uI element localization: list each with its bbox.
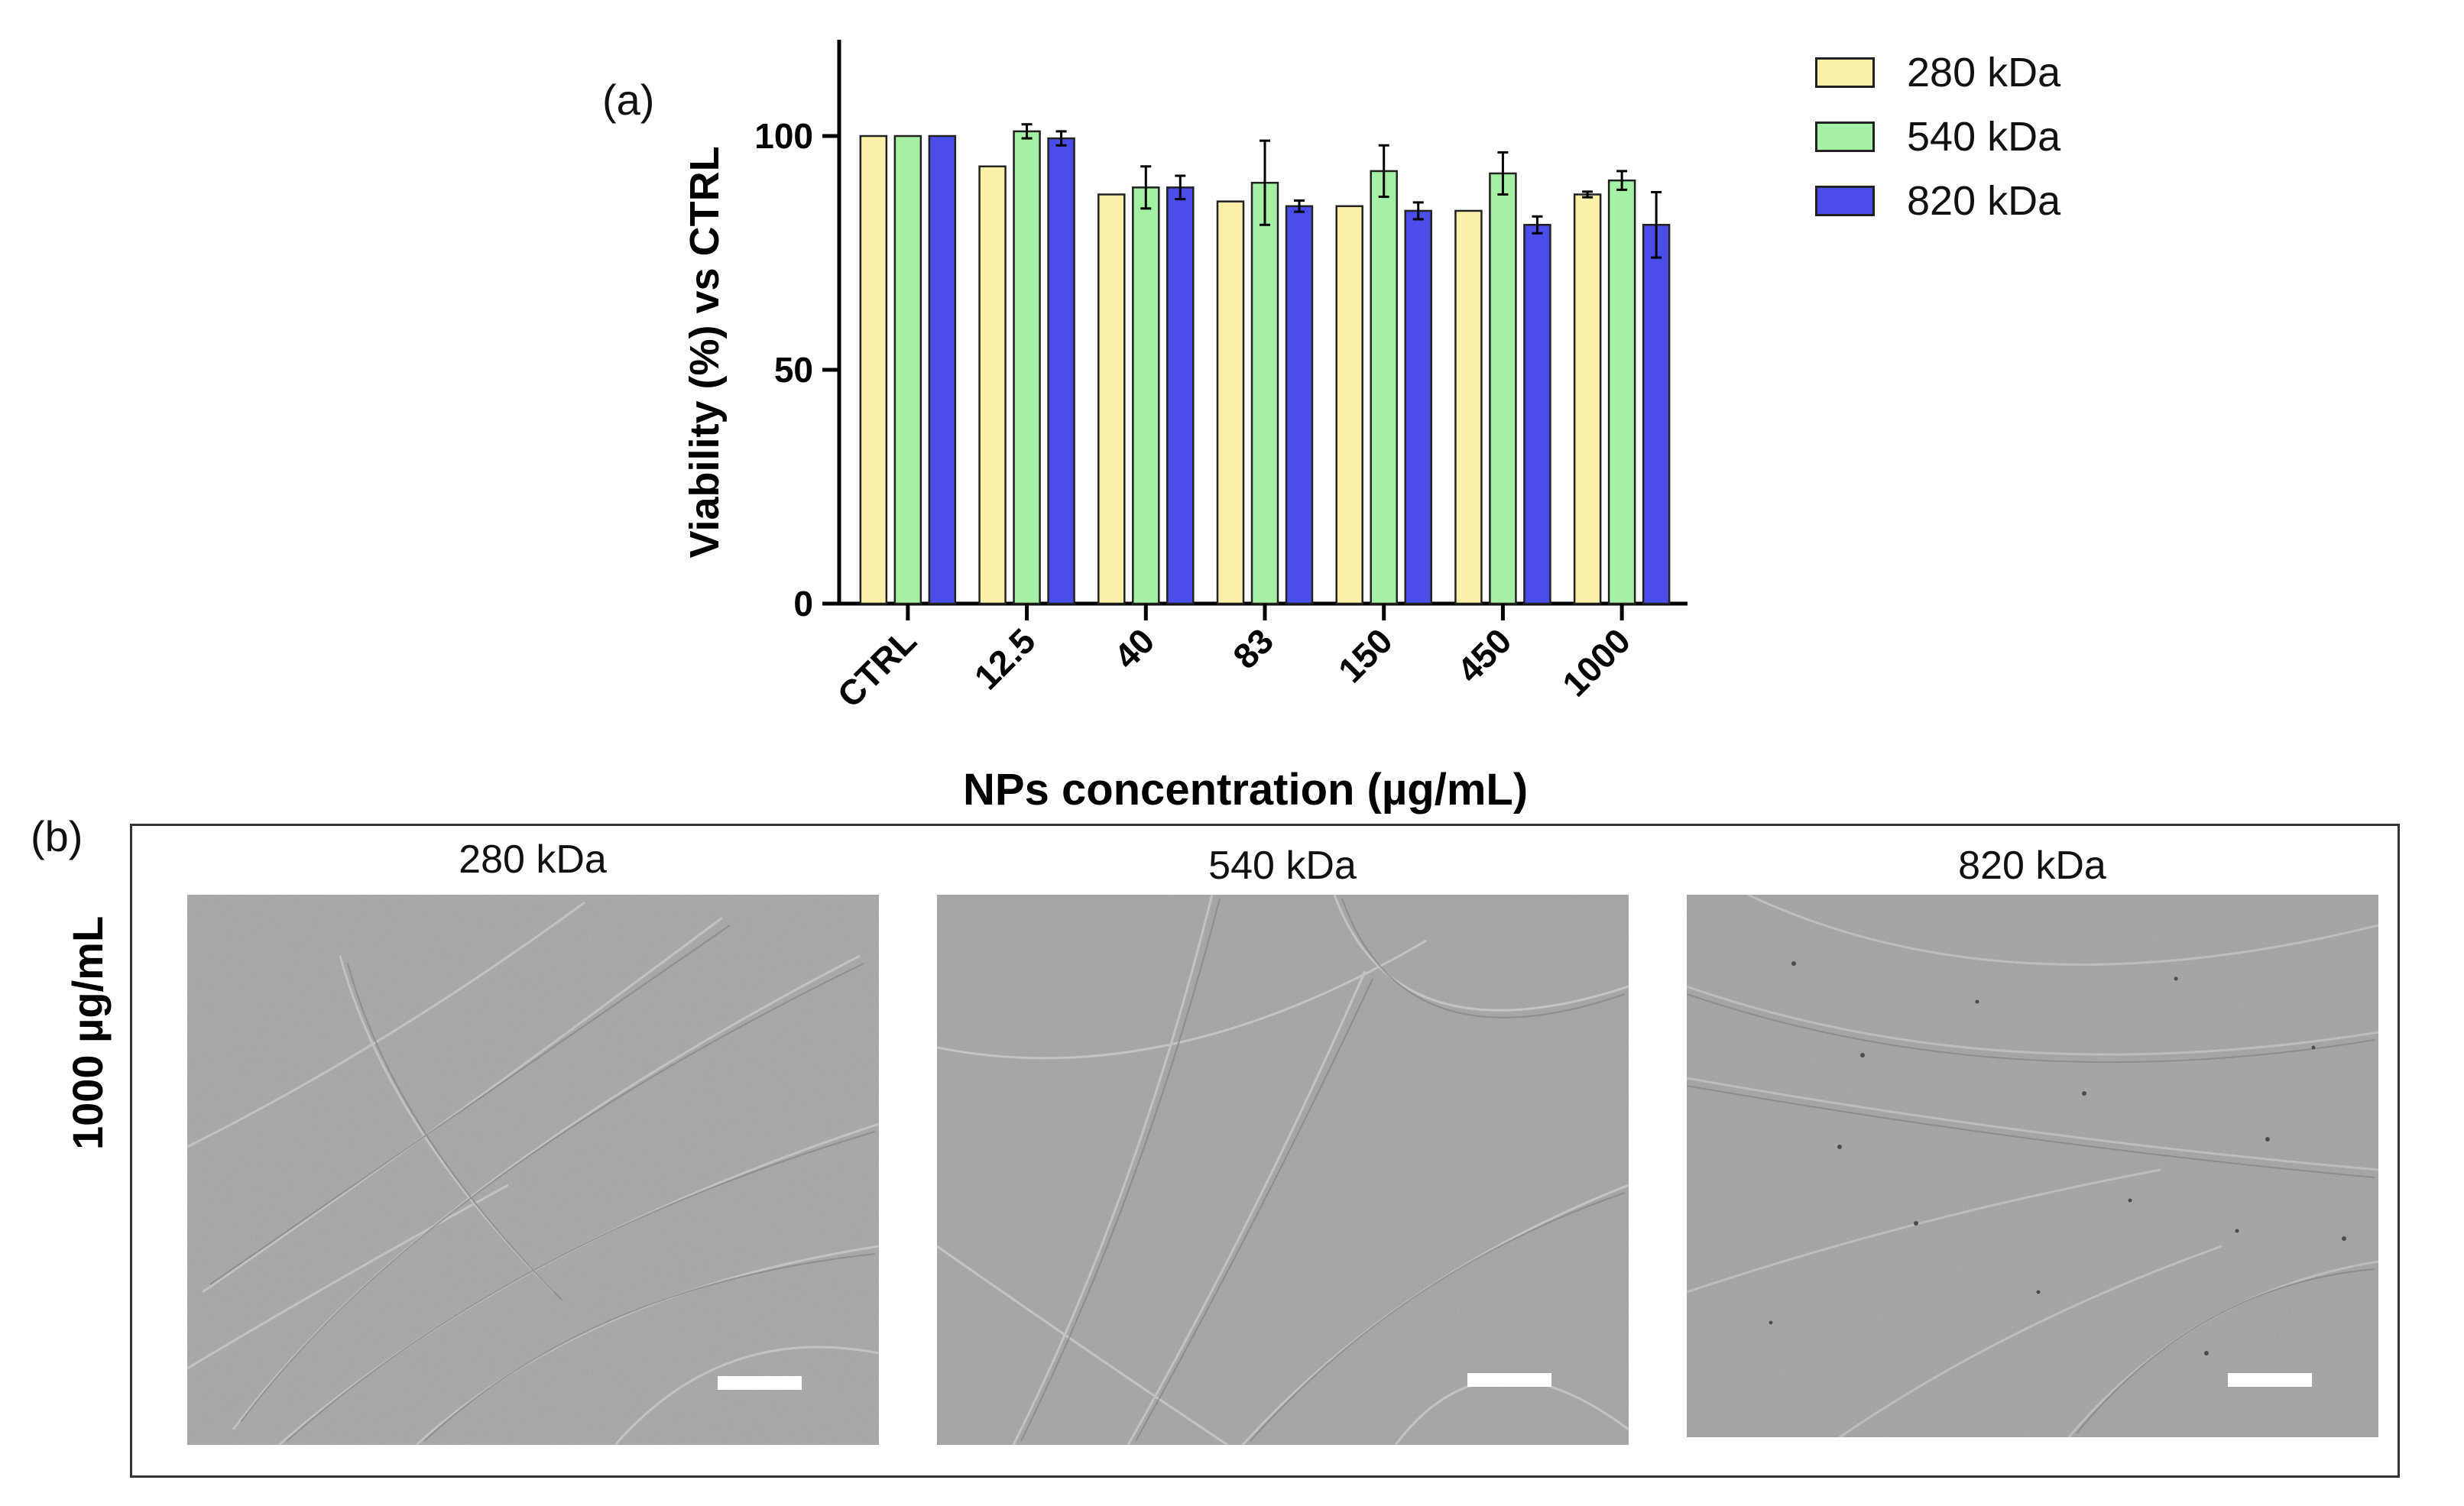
x-tick-label: CTRL (829, 620, 923, 714)
bar-280kda-83 (1216, 200, 1245, 605)
bar-540kda-83 (1250, 181, 1279, 605)
x-tick-label: 450 (1449, 620, 1519, 690)
micrograph-frame: 280 kDa 540 kDa 820 kDa (130, 824, 2400, 1478)
legend-label-280: 280 kDa (1907, 50, 2061, 96)
legend-swatch-540 (1815, 121, 1875, 152)
bar-540kda-CTRL (893, 134, 922, 605)
x-tick-label: 12.5 (967, 620, 1043, 697)
bar-540kda-40 (1132, 186, 1160, 605)
viability-bar-chart: 0 50 100 Viability (%) vs CTRL CTRL 12.5 40 83 1… (682, 40, 1688, 715)
bar-280kda-CTRL (859, 134, 888, 605)
bar-280kda-12.5 (978, 165, 1007, 605)
scale-bar-540 (1467, 1373, 1551, 1387)
scale-bar-280 (718, 1376, 802, 1390)
bar-280kda-450 (1454, 209, 1483, 605)
x-axis-title: NPs concentration (µg/mL) (963, 765, 1529, 815)
bar-820kda-CTRL (928, 134, 957, 605)
legend-item-280: 280 kDa (1815, 49, 2060, 96)
bar-280kda-40 (1097, 193, 1126, 605)
legend-swatch-820 (1815, 186, 1875, 216)
micrograph-540-kda (937, 895, 1629, 1445)
bar-820kda-450 (1523, 224, 1551, 605)
x-tick-label: 150 (1331, 620, 1400, 690)
micrograph-280-kda (187, 895, 879, 1445)
bar-820kda-1000 (1642, 224, 1671, 605)
y-tick-label: 50 (774, 350, 813, 390)
legend-label-540: 540 kDa (1907, 114, 2061, 160)
scale-bar-820 (2228, 1373, 2312, 1387)
legend-item-540: 540 kDa (1815, 113, 2060, 160)
legend-label-820: 820 kDa (1907, 178, 2061, 224)
bar-280kda-150 (1335, 205, 1363, 605)
x-tick-label: 1000 (1555, 620, 1638, 704)
bar-280kda-1000 (1573, 193, 1602, 605)
bar-540kda-1000 (1607, 179, 1636, 605)
panel-label-a: (a) (602, 76, 655, 124)
x-tick-label: 40 (1106, 620, 1162, 676)
x-tick-label: 83 (1225, 620, 1281, 676)
micrograph-title-280: 280 kDa (459, 837, 607, 882)
bar-540kda-150 (1370, 170, 1398, 605)
micrograph-820-kda (1687, 895, 2378, 1437)
micrograph-title-820: 820 kDa (1958, 844, 2106, 888)
y-tick-label: 0 (793, 584, 813, 623)
y-axis-title: Viability (%) vs CTRL (682, 146, 728, 558)
bar-540kda-12.5 (1013, 130, 1041, 605)
bar-820kda-12.5 (1047, 137, 1075, 605)
micrograph-row-label: 1000 µg/mL (63, 915, 112, 1150)
y-tick-label: 100 (754, 116, 813, 156)
legend-swatch-280 (1815, 57, 1875, 88)
panel-label-b: (b) (31, 812, 83, 860)
bar-820kda-40 (1166, 186, 1195, 605)
bar-820kda-83 (1285, 205, 1314, 605)
legend-item-820: 820 kDa (1815, 177, 2060, 225)
bar-540kda-450 (1489, 172, 1517, 605)
micrograph-title-540: 540 kDa (1208, 844, 1357, 888)
bar-820kda-150 (1404, 209, 1432, 605)
